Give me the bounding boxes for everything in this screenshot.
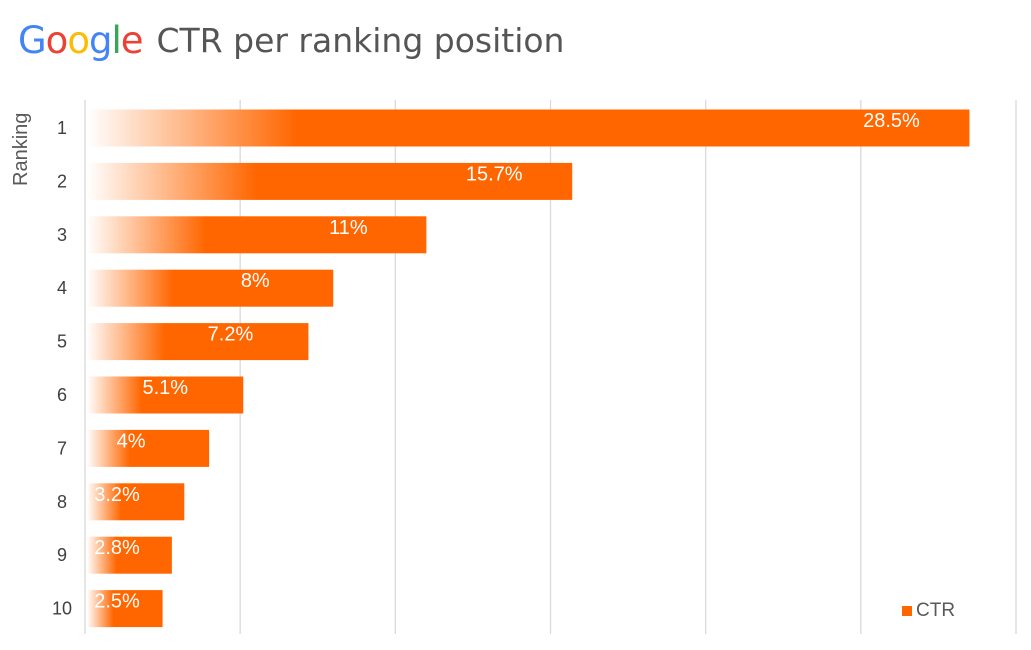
legend-label: CTR [916,600,956,621]
bar [87,109,970,147]
y-tick-label: 5 [57,332,67,352]
bar [87,162,573,200]
logo-letter: e [120,19,144,62]
data-label: 7.2% [208,324,254,346]
legend-swatch [902,606,912,616]
y-tick-label: 6 [57,385,67,405]
y-tick-label: 2 [57,171,67,191]
y-tick-label: 4 [57,278,67,298]
bar [87,269,334,307]
title-row: Google CTR per ranking position [18,22,564,59]
data-label: 3.2% [94,484,140,506]
bar [87,323,309,361]
logo-letter: g [88,19,112,62]
y-tick-label: 8 [57,492,67,512]
logo-letter: l [111,19,121,62]
legend: CTR [902,600,955,622]
y-tick-label: 9 [57,545,67,565]
chart-title: CTR per ranking position [156,21,565,60]
y-tick-label: 7 [57,438,67,458]
logo-letter: o [67,19,90,62]
data-label: 2.8% [94,537,140,559]
bar [87,216,427,254]
y-tick-label: 10 [52,599,72,619]
bar [87,429,210,467]
data-label: 11% [329,217,368,239]
logo-letter: G [18,19,47,62]
bar [87,536,172,574]
y-tick-label: 1 [57,118,67,138]
y-tick-label: 3 [57,225,67,245]
bar [87,590,163,628]
bar [87,483,185,521]
data-label: 4% [117,430,146,452]
logo-letter: o [45,19,69,62]
data-label: 28.5% [863,110,920,132]
data-label: 2.5% [94,591,140,613]
bar [87,376,244,414]
data-label: 8% [241,270,270,292]
data-label: 15.7% [466,163,523,185]
google-logo: Google [18,22,143,59]
data-label: 5.1% [142,377,188,399]
